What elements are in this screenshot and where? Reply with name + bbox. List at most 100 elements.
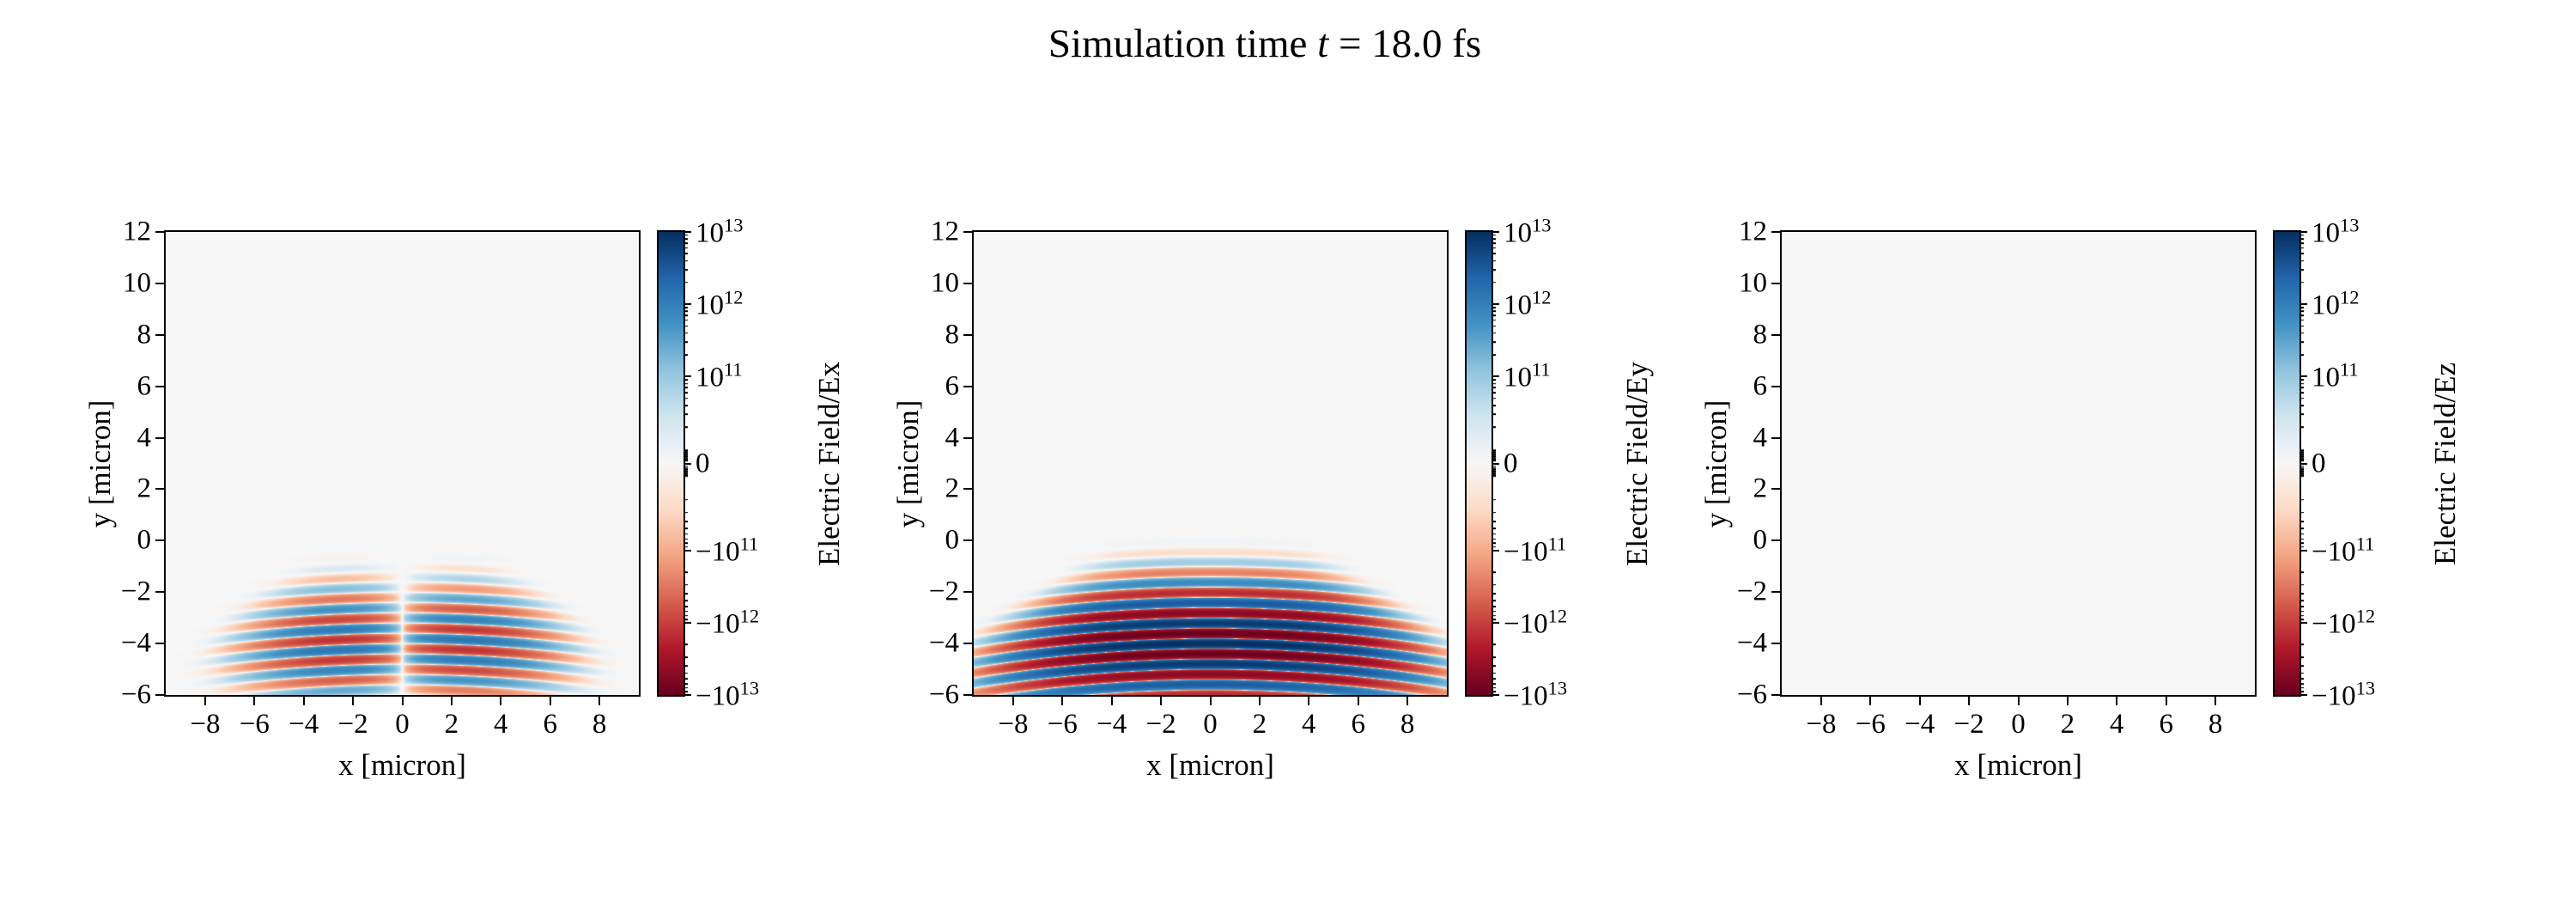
exponent: 12 <box>739 605 760 627</box>
x-tick <box>253 695 256 705</box>
colorbar-minor-tick <box>2300 471 2304 473</box>
colorbar-minor-tick <box>1492 247 1496 249</box>
colorbar-tick-label: −1012 <box>1504 605 1568 640</box>
subplot-ex: y [micron] x [micron] −8 −6 −4 −2 0 2 4 6 8 −6 −4−… <box>83 215 971 783</box>
colorbar-minor-tick <box>2300 665 2304 667</box>
colorbar-minor-tick <box>683 471 688 473</box>
colorbar-minor-tick <box>1492 470 1496 472</box>
colorbar-minor-tick <box>683 235 688 236</box>
colorbar-minor-tick <box>683 307 688 308</box>
colorbar-minor-tick <box>683 498 688 501</box>
colorbar-minor-tick <box>2300 545 2304 548</box>
y-tick <box>963 539 974 542</box>
exponent: 12 <box>1532 286 1552 308</box>
colorbar-minor-tick <box>2300 332 2304 334</box>
colorbar-minor-tick <box>1492 310 1496 313</box>
y-tick <box>1771 643 1782 645</box>
exponent: 12 <box>1547 605 1568 627</box>
colorbar-minor-tick <box>2300 600 2304 602</box>
y-tick-label: 12 <box>1739 216 1767 247</box>
colorbar-tick <box>2300 375 2307 378</box>
colorbar-minor-tick <box>2300 672 2304 674</box>
exponent: 11 <box>1547 533 1567 555</box>
x-tick-label: 2 <box>1252 709 1267 740</box>
colorbar-minor-tick <box>2300 259 2304 262</box>
colorbar-minor-tick <box>683 610 688 613</box>
colorbar-tick-label: −1011 <box>696 533 759 568</box>
colorbar-minor-tick <box>1492 382 1496 385</box>
colorbar-minor-tick <box>1492 314 1496 317</box>
colorbar-minor-tick <box>2300 619 2304 620</box>
colorbar-minor-tick <box>1492 413 1496 416</box>
colorbar-minor-tick <box>683 455 688 457</box>
colorbar-tick <box>1492 303 1499 306</box>
colorbar-tick-label: −1013 <box>1504 677 1568 712</box>
colorbar-tick-label: −1011 <box>2312 533 2375 568</box>
colorbar-minor-tick <box>1492 379 1496 381</box>
colorbar-minor-tick <box>1492 521 1496 522</box>
colorbar-minor-tick <box>1492 542 1496 545</box>
colorbar-minor-tick <box>1492 472 1496 475</box>
colorbar-minor-tick <box>2300 511 2304 514</box>
colorbar-minor-tick <box>1492 610 1496 613</box>
y-tick <box>1771 694 1782 696</box>
colorbar-tick-label: 1011 <box>1504 358 1551 393</box>
colorbar-tick <box>2300 694 2307 696</box>
x-tick <box>2215 695 2217 705</box>
y-tick-label: 4 <box>945 422 960 454</box>
colorbar-tick <box>1492 621 1499 624</box>
colorbar-minor-tick <box>683 247 688 249</box>
y-tick-label: −6 <box>928 679 959 710</box>
x-tick-label: −2 <box>1145 709 1176 740</box>
colorbar-minor-tick <box>683 683 688 685</box>
colorbar-minor-tick <box>2300 413 2304 416</box>
colorbar-minor-tick <box>1492 341 1496 344</box>
colorbar-minor-tick <box>683 460 688 461</box>
colorbar-minor-tick <box>1492 259 1496 262</box>
x-tick <box>1110 695 1113 705</box>
x-tick <box>1061 695 1064 705</box>
x-tick <box>450 695 453 705</box>
y-tick-label: 6 <box>1753 370 1768 402</box>
title-variable-t: t <box>1317 21 1329 66</box>
colorbar-minor-tick <box>2300 614 2304 617</box>
colorbar-minor-tick <box>1492 307 1496 308</box>
colorbar-minor-tick <box>1492 498 1496 501</box>
colorbar-tick <box>2300 231 2307 233</box>
colorbar-minor-tick <box>2300 456 2304 459</box>
colorbar-minor-tick <box>1492 325 1496 327</box>
colorbar-minor-tick <box>683 665 688 667</box>
colorbar-minor-tick <box>683 456 688 459</box>
colorbar-tick-label: −1011 <box>1504 533 1567 568</box>
colorbar-minor-tick <box>1492 683 1496 685</box>
colorbar-minor-tick <box>2300 235 2304 236</box>
colorbar-minor-tick <box>1492 392 1496 393</box>
colorbar-ex: 1013 1012 1011 0 −1011 −1012 −1013 <box>657 215 759 712</box>
colorbar-minor-tick <box>1492 242 1496 244</box>
x-tick <box>549 695 551 705</box>
colorbar-minor-tick <box>683 382 688 385</box>
colorbar-minor-tick <box>1492 571 1496 573</box>
colorbar-minor-tick <box>683 533 688 535</box>
colorbar-minor-tick <box>1492 405 1496 406</box>
colorbar-minor-tick <box>1492 458 1496 460</box>
colorbar-minor-tick <box>2300 314 2304 317</box>
colorbar-minor-tick <box>1492 426 1496 429</box>
colorbar-minor-tick <box>683 242 688 244</box>
colorbar-minor-tick <box>683 583 688 586</box>
colorbar-minor-tick <box>2300 474 2304 476</box>
x-tick-label: −2 <box>337 709 368 740</box>
colorbar-minor-tick <box>1492 235 1496 236</box>
colorbar-minor-tick <box>2300 538 2304 540</box>
colorbar-tick-label: 0 <box>1504 448 1518 478</box>
exponent: 11 <box>2340 358 2359 381</box>
y-tick <box>963 333 974 336</box>
y-tick <box>963 282 974 284</box>
colorbar-tick-label: −1012 <box>2312 605 2376 640</box>
colorbar-minor-tick <box>2300 405 2304 406</box>
colorbar-minor-tick <box>1492 451 1496 453</box>
colorbar-minor-tick <box>2300 454 2304 456</box>
colorbar-minor-tick <box>1492 511 1496 514</box>
colorbar-minor-tick <box>1492 471 1496 473</box>
colorbar-minor-tick <box>1492 468 1496 471</box>
